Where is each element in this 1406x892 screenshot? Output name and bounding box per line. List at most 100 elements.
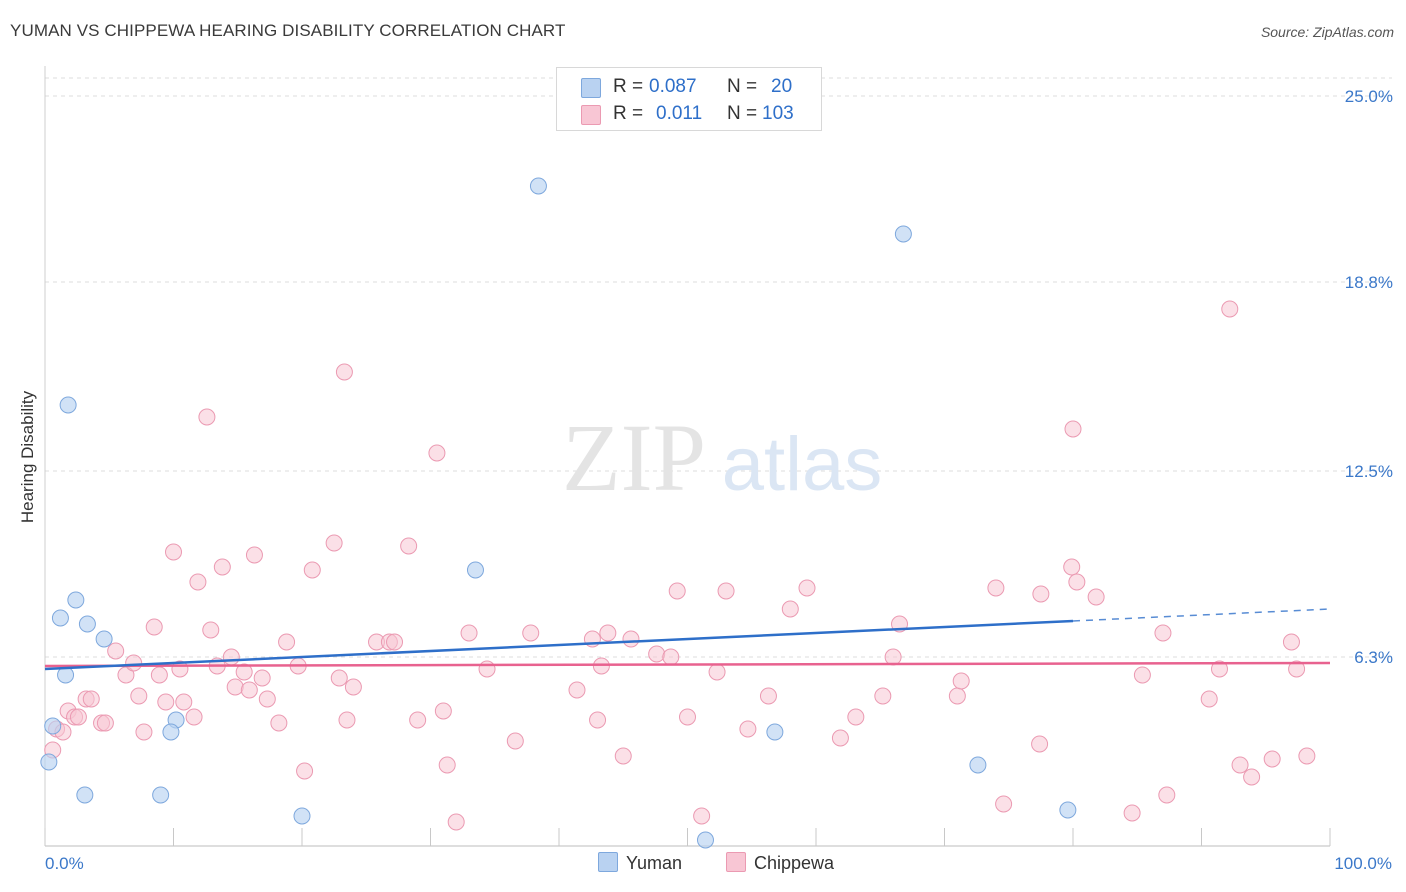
yuman-point [44,717,62,735]
yuman-points [40,177,1077,849]
chippewa-point [213,558,231,576]
chippewa-point [679,708,696,726]
chippewa-point [1068,573,1086,591]
yuman-point [1059,801,1077,819]
chippewa-point [1031,735,1049,753]
chippewa-points [44,300,1316,831]
chippewa-point [253,669,271,687]
chippewa-point [1243,768,1261,786]
chippewa-point [338,711,356,729]
chippewa-point [145,618,163,636]
chippewa-point [434,702,452,720]
chippewa-point [1200,690,1218,708]
chippewa-point [438,756,456,774]
chippewa-point [987,579,1005,597]
chippewa-point [235,663,253,681]
chippewa-point [1231,756,1249,774]
legend-chippewa-n: 103 [762,103,794,124]
chippewa-point [874,687,892,705]
chippewa-point [222,648,240,666]
yuman-point [894,225,912,243]
yuman-point [696,831,714,849]
chippewa-point [69,708,87,726]
chippewa-point [245,546,263,564]
chippewa-point [198,408,216,426]
yuman-point [78,615,96,633]
yuman-point [40,753,58,771]
correlation-legend: R = 0.087 N = 20 R = 0.011 N = 103 [556,67,822,131]
yuman-trend-extension [1072,608,1331,622]
chippewa-point [1064,420,1082,438]
y-tick-label: 12.5% [1345,462,1393,481]
yuman-point [76,786,94,804]
chippewa-point [400,537,418,555]
chippewa-point [175,693,193,711]
chippewa-point [739,720,757,738]
chippewa-point [506,732,524,750]
chippewa-point [668,582,686,600]
chippewa-point [1133,666,1151,684]
chippewa-point [460,624,478,642]
chippewa-point [1263,750,1281,768]
trend-lines [44,608,1331,671]
chippewa-point [614,747,632,765]
chippewa-point [995,795,1013,813]
yuman-point [466,561,484,579]
bottom-legend-chippewa: Chippewa [726,852,834,874]
chippewa-point [1288,660,1306,678]
chippewa-point [296,762,314,780]
source-label: Source: ZipAtlas.com [1260,24,1394,40]
chippewa-point [1087,588,1105,606]
chippewa-point [1154,624,1172,642]
chippewa-point [125,654,143,672]
chippewa-point [781,600,799,618]
y-axis-label: Hearing Disability [18,390,37,524]
chippewa-point [428,444,446,462]
chippewa-point [478,660,496,678]
chippewa-point [157,693,175,711]
chippewa-point [717,582,735,600]
chippewa-point [202,621,220,639]
chippewa-point [589,711,607,729]
bottom-legend-chippewa-label: Chippewa [754,853,835,873]
yuman-point [59,396,77,414]
x-tick-label-min: 0.0% [45,854,84,873]
chippewa-point [330,669,348,687]
yuman-point [67,591,85,609]
chippewa-point [226,678,244,696]
yuman-point [51,609,69,627]
chippewa-point [165,543,182,561]
chippewa-point [708,663,726,681]
legend-yuman-n: 20 [771,76,793,97]
chippewa-point [522,624,540,642]
yuman-swatch [598,852,618,872]
chippewa-swatch [726,852,746,872]
chippewa-point [847,708,865,726]
chippewa-point [798,579,816,597]
yuman-point [293,807,311,825]
chippewa-point [599,624,617,642]
y-tick-label: 6.3% [1354,648,1393,667]
chippewa-point [662,648,680,666]
yuman-point [162,723,180,741]
yuman-point [152,786,170,804]
legend-chippewa-r: 0.011 [656,103,703,124]
yuman-swatch [581,78,601,98]
chippewa-point [240,681,258,699]
chippewa-point [325,534,343,552]
chippewa-point [592,657,610,675]
legend-n-label: N = [727,76,758,97]
axes [44,66,1331,847]
gridlines [45,77,1392,658]
chippewa-point [270,714,288,732]
y-tick-label: 18.8% [1345,273,1393,292]
chippewa-point [884,648,902,666]
legend-r-label: R = [613,103,644,124]
yuman-point [969,756,987,774]
chippewa-point [335,363,353,381]
y-tick-label: 25.0% [1345,87,1393,106]
chippewa-point [135,723,153,741]
chippewa-point [344,678,362,696]
chippewa-point [1158,786,1176,804]
